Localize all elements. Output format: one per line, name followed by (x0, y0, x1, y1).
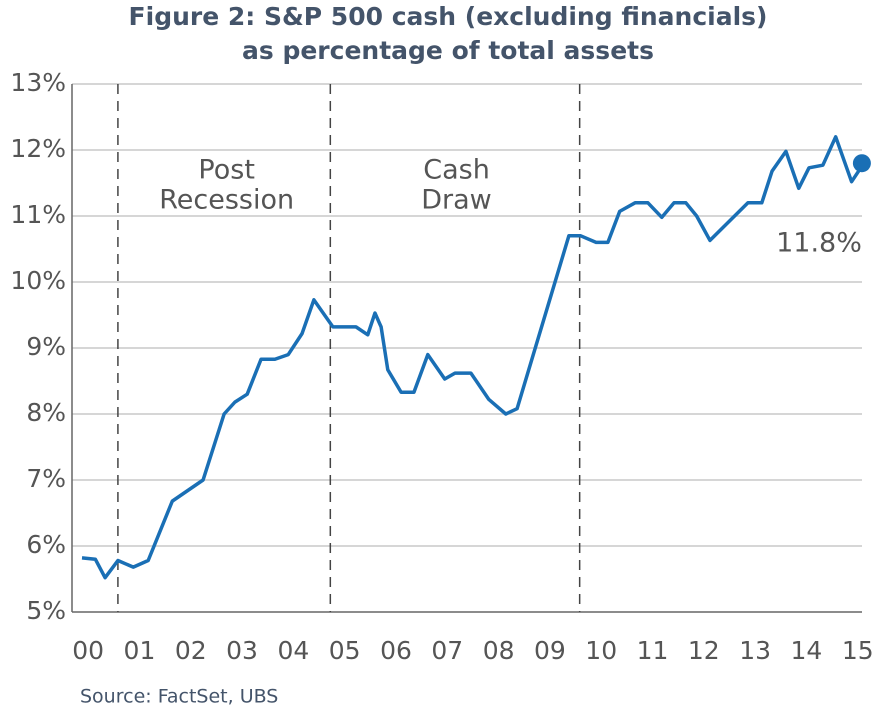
x-tick-label: 08 (483, 636, 515, 665)
annotation: Draw (421, 185, 492, 216)
x-tick-label: 12 (688, 636, 720, 665)
x-tick-label: 15 (842, 636, 874, 665)
x-tick-label: 03 (226, 636, 258, 665)
y-tick-label: 7% (26, 464, 66, 493)
y-tick-label: 9% (26, 332, 66, 361)
x-tick-label: 06 (380, 636, 412, 665)
y-tick-label: 10% (10, 266, 66, 295)
y-tick-label: 8% (26, 398, 66, 427)
data-label: 11.8% (776, 228, 862, 259)
annotation: Recession (159, 185, 294, 216)
x-tick-label: 01 (124, 636, 156, 665)
x-tick-label: 07 (431, 636, 463, 665)
annotation: Post (198, 155, 255, 186)
end-point (852, 154, 871, 173)
annotation: Cash (423, 155, 490, 186)
y-tick-label: 12% (10, 134, 66, 163)
source-note: Source: FactSet, UBS (80, 686, 278, 708)
x-tick-label: 05 (329, 636, 361, 665)
chart-title: as percentage of total assets (242, 36, 654, 65)
y-tick-label: 13% (10, 68, 66, 97)
y-tick-label: 6% (26, 530, 66, 559)
x-tick-label: 14 (791, 636, 823, 665)
y-tick-label: 5% (26, 596, 66, 625)
x-tick-label: 10 (585, 636, 617, 665)
data-line (81, 135, 866, 580)
x-tick-label: 00 (72, 636, 104, 665)
chart-title: Figure 2: S&P 500 cash (excluding financ… (129, 2, 768, 31)
y-tick-label: 11% (10, 200, 66, 229)
x-tick-label: 13 (739, 636, 771, 665)
x-tick-label: 02 (175, 636, 207, 665)
x-tick-label: 09 (534, 636, 566, 665)
x-tick-label: 04 (277, 636, 309, 665)
x-tick-label: 11 (637, 636, 669, 665)
